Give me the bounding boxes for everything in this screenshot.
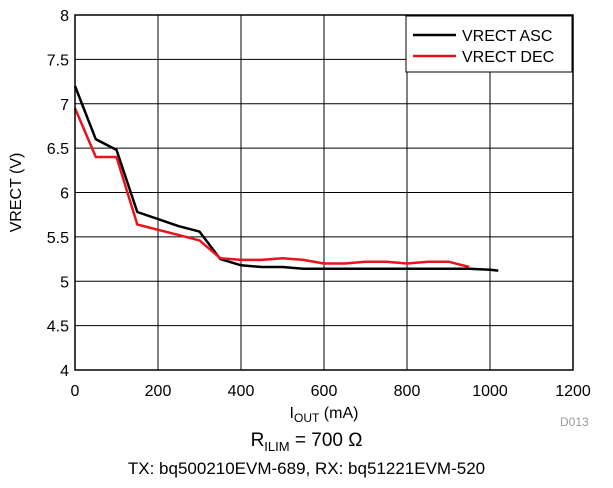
y-tick-label: 5 (60, 274, 69, 291)
x-tick-label: 600 (311, 383, 338, 400)
x-axis-label: IOUT (mA) (290, 405, 359, 425)
caption-setup: TX: bq500210EVM-689, RX: bq51221EVM-520 (127, 459, 486, 478)
x-tick-label: 200 (145, 383, 172, 400)
series-lines (73, 85, 499, 272)
tick-labels: 0 200 400 600 800 1000 1200 4 4.5 5 5.5 6 6.5 7 7.5 8 (47, 8, 591, 400)
x-tick-label: 1000 (472, 383, 508, 400)
series-line-1 (73, 107, 470, 269)
series-line-0 (73, 85, 499, 272)
x-tick-label: 400 (228, 383, 255, 400)
y-axis-label: VRECT (V) (8, 153, 25, 233)
y-tick-label: 7.5 (47, 52, 69, 69)
y-tick-label: 7 (60, 97, 69, 114)
caption-resistance: RILIM = 700 Ω (250, 430, 363, 454)
x-tick-label: 0 (71, 383, 80, 400)
legend-entry: VRECT DEC (462, 49, 554, 66)
grid-lines (74, 14, 574, 371)
y-tick-label: 5.5 (47, 230, 69, 247)
x-tick-label: 1200 (555, 383, 591, 400)
legend: VRECT ASC VRECT DEC (405, 15, 573, 73)
line-chart: 0 200 400 600 800 1000 1200 4 4.5 5 5.5 6 6.5 7 7.5 8 V… (8, 8, 591, 425)
plot-frame (74, 14, 574, 371)
y-tick-label: 4 (60, 363, 69, 380)
y-tick-label: 6 (60, 186, 69, 203)
figure-id: D013 (560, 415, 589, 429)
y-tick-label: 6.5 (47, 141, 69, 158)
legend-entry: VRECT ASC (462, 28, 552, 45)
y-tick-label: 8 (60, 8, 69, 25)
y-tick-label: 4.5 (47, 319, 69, 336)
x-tick-label: 800 (394, 383, 421, 400)
legend-box (405, 15, 573, 73)
